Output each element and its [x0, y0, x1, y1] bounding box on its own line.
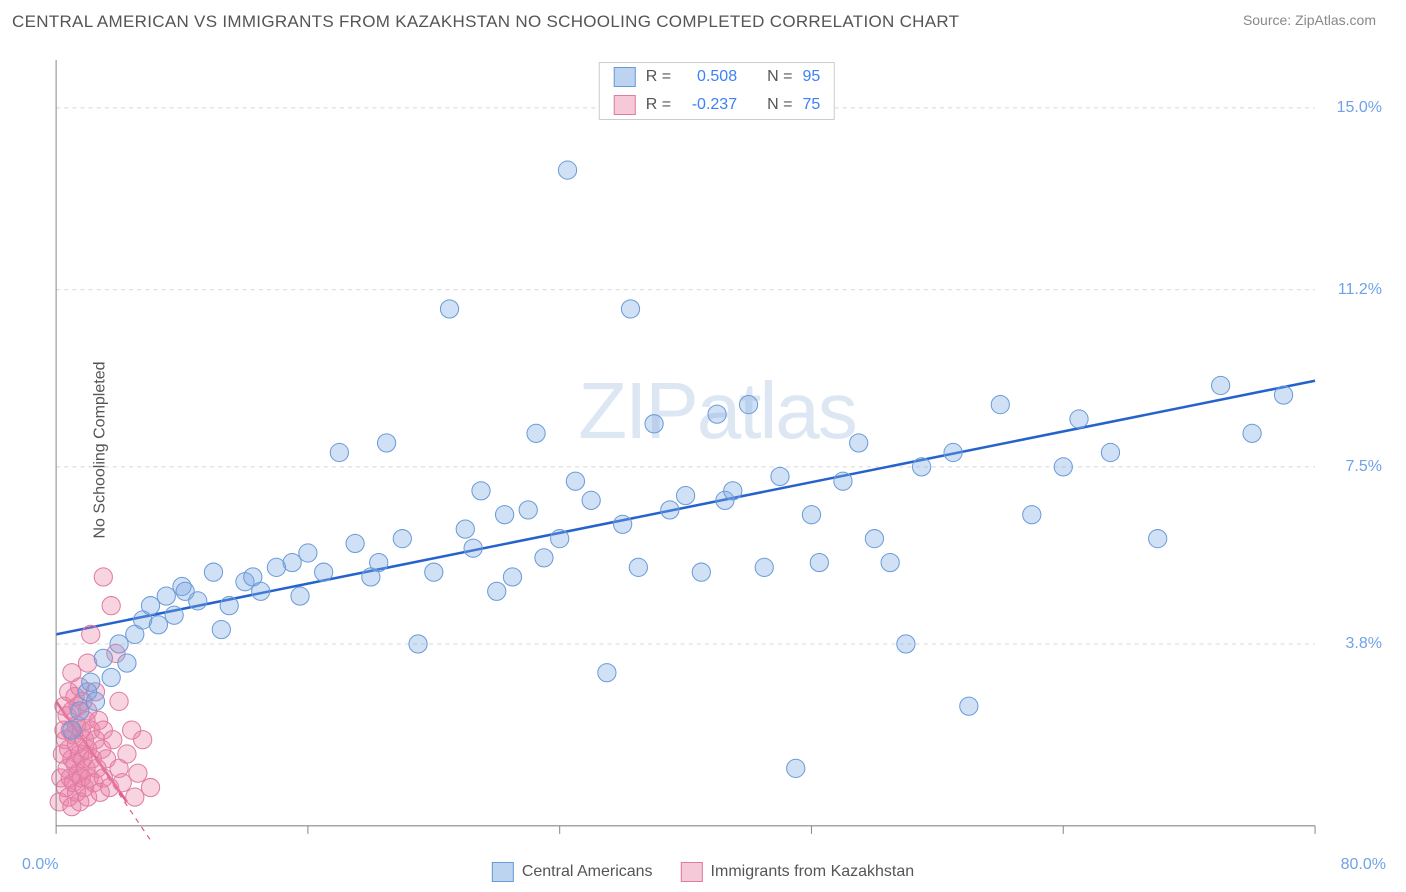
stats-row-b: R = -0.237 N = 75	[600, 91, 834, 119]
chart-area: No Schooling Completed ZIPatlas R = 0.50…	[48, 56, 1386, 844]
stats-row-a: R = 0.508 N = 95	[600, 63, 834, 91]
legend-label-b: Immigrants from Kazakhstan	[711, 863, 915, 881]
source-prefix: Source:	[1243, 12, 1291, 28]
swatch-a-icon	[614, 67, 636, 87]
n-value-a: 95	[802, 68, 820, 86]
n-label: N =	[767, 68, 792, 86]
source-value: ZipAtlas.com	[1295, 12, 1376, 28]
legend-item-a: Central Americans	[492, 862, 653, 882]
swatch-a-icon	[492, 862, 514, 882]
r-value-a: 0.508	[681, 68, 737, 86]
x-max-label: 80.0%	[1341, 856, 1386, 874]
source-label: Source: ZipAtlas.com	[1243, 12, 1376, 28]
y-tick-label: 3.8%	[1346, 635, 1382, 653]
n-value-b: 75	[802, 96, 820, 114]
n-label: N =	[767, 96, 792, 114]
x-origin-label: 0.0%	[22, 856, 58, 874]
series-legend: Central Americans Immigrants from Kazakh…	[492, 862, 914, 882]
y-tick-label: 11.2%	[1338, 281, 1382, 299]
swatch-b-icon	[614, 95, 636, 115]
legend-item-b: Immigrants from Kazakhstan	[681, 862, 915, 882]
swatch-b-icon	[681, 862, 703, 882]
scatter-plot	[48, 56, 1386, 844]
y-tick-label: 7.5%	[1346, 458, 1382, 476]
stats-legend: R = 0.508 N = 95 R = -0.237 N = 75	[599, 62, 835, 120]
legend-label-a: Central Americans	[522, 863, 653, 881]
r-label: R =	[646, 68, 671, 86]
r-label: R =	[646, 96, 671, 114]
y-axis-label: No Schooling Completed	[92, 362, 110, 539]
y-tick-label: 15.0%	[1337, 99, 1382, 117]
chart-title: CENTRAL AMERICAN VS IMMIGRANTS FROM KAZA…	[12, 12, 959, 32]
r-value-b: -0.237	[681, 96, 737, 114]
